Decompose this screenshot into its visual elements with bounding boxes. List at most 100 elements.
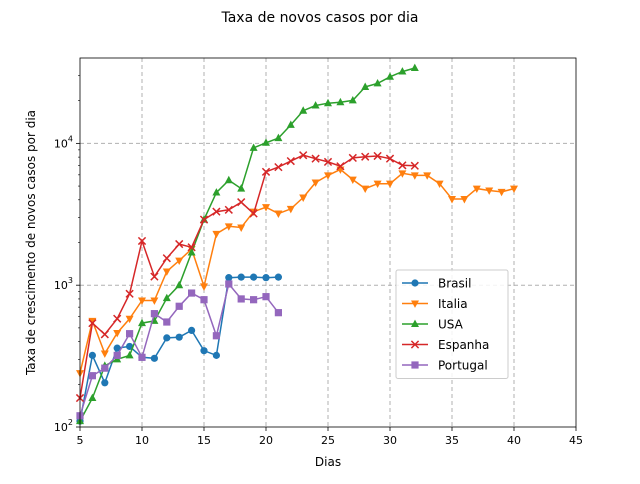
data-point <box>212 188 221 196</box>
data-point <box>237 273 245 281</box>
legend-marker <box>411 300 419 308</box>
data-point <box>162 293 171 302</box>
x-tick-label: 35 <box>445 434 459 447</box>
data-point <box>286 205 295 214</box>
data-point <box>373 78 382 87</box>
data-point <box>113 351 121 359</box>
data-point <box>324 98 332 107</box>
legend-marker <box>410 340 420 349</box>
data-point <box>101 379 109 387</box>
data-point <box>472 185 481 193</box>
x-tick-label: 15 <box>197 434 211 447</box>
series-line <box>79 67 416 422</box>
data-point <box>162 254 171 263</box>
x-tick-label: 10 <box>135 434 149 447</box>
data-point <box>200 296 208 304</box>
data-point <box>187 243 196 252</box>
x-tick-label: 25 <box>321 434 335 447</box>
data-point <box>286 156 295 166</box>
data-point <box>126 330 134 338</box>
data-point <box>361 185 370 193</box>
series-layer <box>75 63 518 425</box>
y-tick-label: 104 <box>54 134 73 150</box>
legend-item-espanha: Espanha <box>402 338 489 352</box>
data-point <box>274 133 283 142</box>
chart-title: Taxa de novos casos por dia <box>220 10 418 26</box>
data-point <box>88 317 97 326</box>
data-point <box>175 302 183 310</box>
data-point <box>385 154 395 163</box>
data-point <box>249 143 258 151</box>
data-point <box>249 209 258 218</box>
data-point <box>410 172 419 180</box>
data-point <box>274 210 283 218</box>
data-point <box>386 72 394 80</box>
data-point <box>138 297 146 305</box>
data-point <box>163 334 171 342</box>
data-point <box>323 157 333 167</box>
data-point <box>311 154 320 163</box>
legend-label: Italia <box>438 297 468 311</box>
data-point <box>113 314 122 323</box>
series-line <box>79 154 415 399</box>
series-espanha <box>75 151 419 403</box>
data-point <box>423 172 432 180</box>
legend-item-brasil: Brasil <box>402 277 471 291</box>
data-point <box>261 167 271 176</box>
data-point <box>485 187 494 195</box>
data-point <box>361 152 370 161</box>
data-point <box>175 239 184 249</box>
data-point <box>373 180 382 189</box>
x-tick-label: 30 <box>383 434 397 447</box>
data-point <box>175 257 184 266</box>
data-point <box>262 274 270 282</box>
data-point <box>212 332 220 340</box>
data-point <box>398 161 407 170</box>
data-point <box>237 198 246 207</box>
data-point <box>100 330 109 339</box>
data-point <box>237 184 246 192</box>
data-point <box>126 342 134 351</box>
x-tick-label: 40 <box>507 434 521 447</box>
legend-marker <box>411 361 419 369</box>
data-point <box>163 318 171 326</box>
data-point <box>200 283 208 291</box>
series-italia <box>76 166 518 378</box>
data-point <box>410 161 419 170</box>
data-point <box>88 393 97 402</box>
data-point <box>299 151 308 160</box>
data-point <box>274 309 282 317</box>
data-point <box>212 230 221 239</box>
data-point <box>324 172 332 180</box>
data-point <box>336 162 345 171</box>
data-point <box>286 120 295 128</box>
data-point <box>386 180 394 189</box>
data-point <box>311 179 320 187</box>
data-point <box>510 185 518 193</box>
data-point <box>237 224 246 232</box>
data-point <box>460 196 469 204</box>
y-axis-label: Taxa de crescimento de novos casos por d… <box>24 110 38 376</box>
data-point <box>212 207 221 216</box>
x-tick-label: 5 <box>77 434 84 447</box>
data-point <box>101 364 109 372</box>
legend-marker <box>411 279 419 287</box>
data-point <box>299 194 308 202</box>
legend-item-italia: Italia <box>402 297 468 311</box>
data-point <box>175 333 183 341</box>
legend-label: Portugal <box>438 359 488 373</box>
y-tick-label: 103 <box>54 276 73 292</box>
data-point <box>274 273 282 281</box>
legend-label: Brasil <box>438 277 471 291</box>
data-point <box>113 344 121 352</box>
data-point <box>224 175 233 184</box>
data-point <box>250 273 258 281</box>
y-tick-label: 102 <box>54 418 73 434</box>
legend-label: USA <box>438 318 464 332</box>
data-point <box>348 153 357 163</box>
data-point <box>262 204 270 212</box>
data-point <box>497 188 506 197</box>
data-point <box>250 296 258 304</box>
data-point <box>199 215 209 224</box>
data-point <box>188 326 196 334</box>
